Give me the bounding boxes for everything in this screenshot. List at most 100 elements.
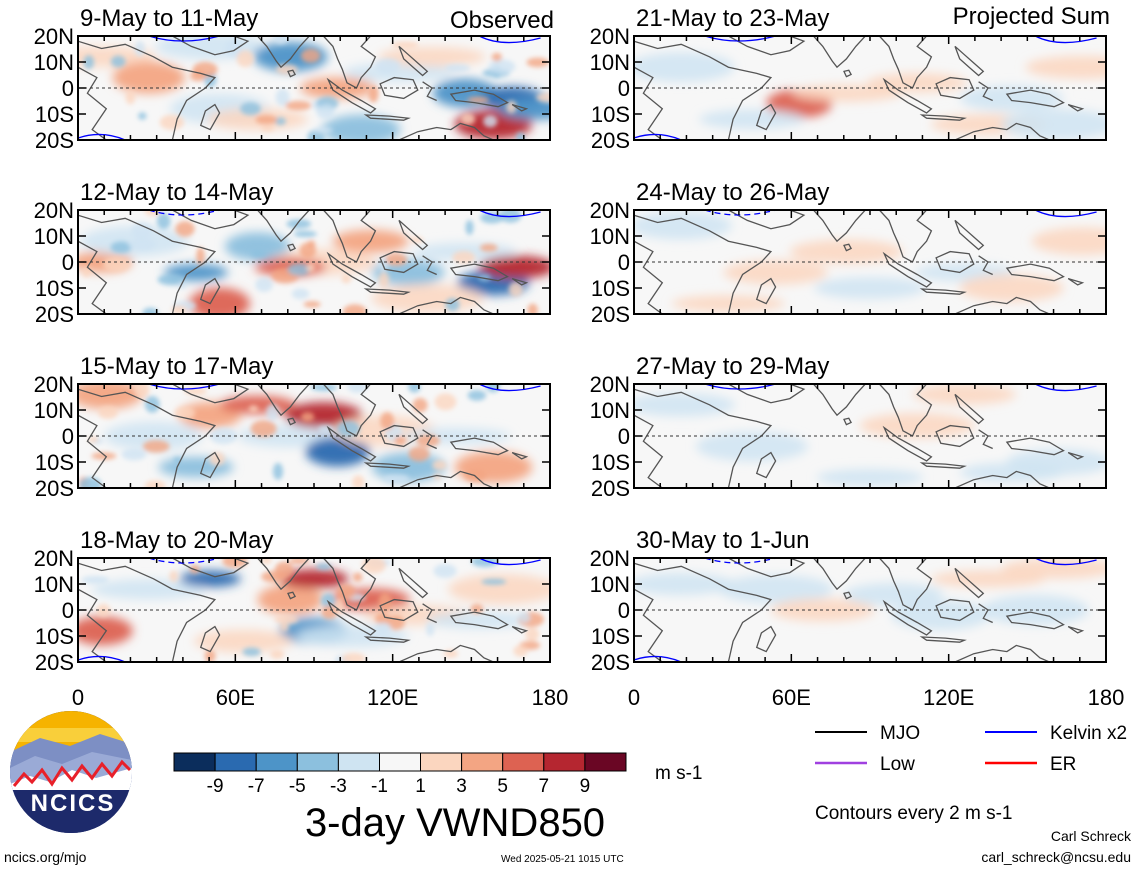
latitude-label: 0 bbox=[62, 598, 74, 623]
colorbar-tick-label: -1 bbox=[371, 776, 388, 797]
panel-title: 9-May to 11-May bbox=[80, 5, 258, 32]
axis-ticks bbox=[633, 35, 1107, 141]
panel-title: 15-May to 17-May bbox=[80, 353, 273, 380]
longitude-label: 120E bbox=[367, 685, 418, 710]
column-header-projected: Projected Sum bbox=[953, 3, 1110, 30]
footer-email: carl_schreck@ncsu.edu bbox=[981, 849, 1131, 865]
colorbar-swatch bbox=[543, 752, 586, 772]
latitude-label: 20N bbox=[34, 198, 74, 223]
colorbar-tick-label: -3 bbox=[330, 776, 347, 797]
latitude-label: 0 bbox=[62, 424, 74, 449]
column-header-observed: Observed bbox=[450, 7, 554, 34]
latitude-label: 10S bbox=[591, 102, 630, 127]
latitude-label: 0 bbox=[62, 76, 74, 101]
latitude-label: 20N bbox=[590, 24, 630, 49]
panel-title: 27-May to 29-May bbox=[636, 353, 829, 380]
latitude-label: 10S bbox=[591, 624, 630, 649]
panel-title: 24-May to 26-May bbox=[636, 179, 829, 206]
longitude-label: 60E bbox=[772, 685, 811, 710]
colorbar-swatch bbox=[584, 752, 627, 772]
anomaly-texture bbox=[82, 210, 538, 314]
latitude-label: 10N bbox=[34, 572, 74, 597]
legend-label: Kelvin x2 bbox=[1050, 723, 1127, 744]
colorbar-swatch bbox=[379, 752, 422, 772]
latitude-label: 20S bbox=[35, 128, 74, 153]
axis-ticks bbox=[77, 209, 551, 315]
coastlines bbox=[634, 36, 1085, 140]
colorbar-swatch bbox=[173, 752, 216, 772]
latitude-label: 10N bbox=[590, 224, 630, 249]
footer-author: Carl Schreck bbox=[1051, 828, 1132, 844]
latitude-label: 20S bbox=[591, 302, 630, 327]
footer-url: ncics.org/mjo bbox=[4, 849, 87, 865]
colorbar-tick-label: -9 bbox=[207, 776, 224, 797]
colorbar-swatch bbox=[337, 752, 380, 772]
colorbar-units: m s-1 bbox=[655, 763, 703, 784]
latitude-label: 10N bbox=[590, 572, 630, 597]
colorbar-swatch bbox=[214, 752, 257, 772]
longitude-label: 60E bbox=[216, 685, 255, 710]
latitude-label: 20N bbox=[34, 546, 74, 571]
latitude-label: 20N bbox=[34, 24, 74, 49]
coastlines bbox=[634, 384, 1085, 488]
latitude-label: 20S bbox=[35, 302, 74, 327]
longitude-label: 180 bbox=[1088, 685, 1125, 710]
latitude-label: 10S bbox=[35, 276, 74, 301]
contour-legend: MJO Kelvin x2 Low ER bbox=[815, 723, 1127, 775]
latitude-label: 10S bbox=[591, 276, 630, 301]
latitude-label: 10N bbox=[590, 50, 630, 75]
axis-ticks bbox=[77, 35, 551, 141]
latitude-label: 0 bbox=[62, 250, 74, 275]
ncics-logo: NCICS bbox=[10, 711, 132, 833]
latitude-label: 10S bbox=[35, 624, 74, 649]
colorbar: -9 -7 -5 -3 -1 1 3 5 7 9 bbox=[173, 752, 627, 797]
colorbar-tick-label: -5 bbox=[289, 776, 306, 797]
axis-ticks bbox=[633, 557, 1107, 663]
logo-wordmark: NCICS bbox=[31, 790, 116, 817]
coastlines bbox=[634, 558, 1085, 662]
axis-ticks bbox=[77, 383, 551, 489]
legend-label: ER bbox=[1050, 754, 1076, 775]
anomaly-shading bbox=[634, 558, 1106, 631]
panel-title: 21-May to 23-May bbox=[636, 5, 829, 32]
axis-ticks bbox=[633, 209, 1107, 315]
longitude-label: 0 bbox=[72, 685, 84, 710]
footer-timestamp: Wed 2025-05-21 1015 UTC bbox=[501, 854, 624, 865]
anomaly-shading bbox=[634, 211, 1106, 312]
coastlines bbox=[78, 210, 529, 314]
latitude-label: 20N bbox=[590, 546, 630, 571]
colorbar-swatch bbox=[255, 752, 298, 772]
latitude-label: 0 bbox=[618, 424, 630, 449]
legend-label: Low bbox=[880, 754, 915, 775]
anomaly-shading bbox=[634, 384, 1106, 487]
latitude-label: 10N bbox=[34, 50, 74, 75]
longitude-labels: 0 60E 120E 180 0 60E 120E 180 bbox=[72, 685, 1124, 710]
latitude-label: 20S bbox=[591, 650, 630, 675]
latitude-label: 20S bbox=[35, 650, 74, 675]
latitude-label: 10N bbox=[590, 398, 630, 423]
contour-note: Contours every 2 m s-1 bbox=[815, 803, 1012, 824]
latitude-label: 10N bbox=[34, 398, 74, 423]
longitude-label: 180 bbox=[532, 685, 569, 710]
colorbar-swatch bbox=[296, 752, 339, 772]
latitude-label: 0 bbox=[618, 250, 630, 275]
colorbar-tick-label: 7 bbox=[539, 776, 550, 797]
latitude-label: 20N bbox=[590, 372, 630, 397]
colorbar-tick-label: 5 bbox=[497, 776, 508, 797]
latitude-label: 20S bbox=[591, 476, 630, 501]
colorbar-swatch bbox=[420, 752, 463, 772]
anomaly-texture bbox=[83, 36, 550, 140]
axis-ticks bbox=[633, 383, 1107, 489]
figure-title: 3-day VWND850 bbox=[305, 801, 605, 845]
longitude-label: 0 bbox=[628, 685, 640, 710]
